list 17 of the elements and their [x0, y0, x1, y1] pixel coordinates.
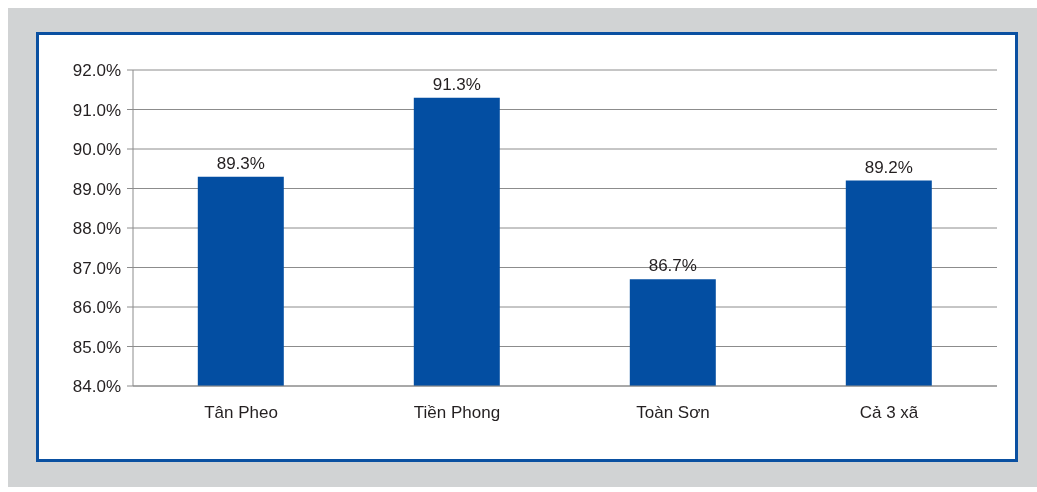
data-label: 86.7%: [648, 256, 697, 276]
y-tick-label: 89.0%: [72, 179, 121, 199]
y-tick-label: 84.0%: [72, 377, 121, 397]
x-tick-label: Tiền Phong: [413, 403, 501, 423]
x-tick-label: Toàn Sơn: [636, 403, 710, 423]
x-tick-label: Tân Pheo: [204, 403, 278, 423]
y-tick-label: 90.0%: [72, 140, 121, 160]
data-label: 89.3%: [216, 153, 265, 173]
y-tick-label: 87.0%: [72, 258, 121, 278]
y-tick-label: 85.0%: [72, 337, 121, 357]
data-label: 89.2%: [864, 157, 913, 177]
data-label: 91.3%: [432, 74, 481, 94]
y-tick-label: 91.0%: [72, 100, 121, 120]
y-tick-label: 92.0%: [72, 61, 121, 81]
y-tick-label: 88.0%: [72, 219, 121, 239]
y-tick-label: 86.0%: [72, 298, 121, 318]
x-tick-label: Cả 3 xã: [859, 403, 919, 423]
